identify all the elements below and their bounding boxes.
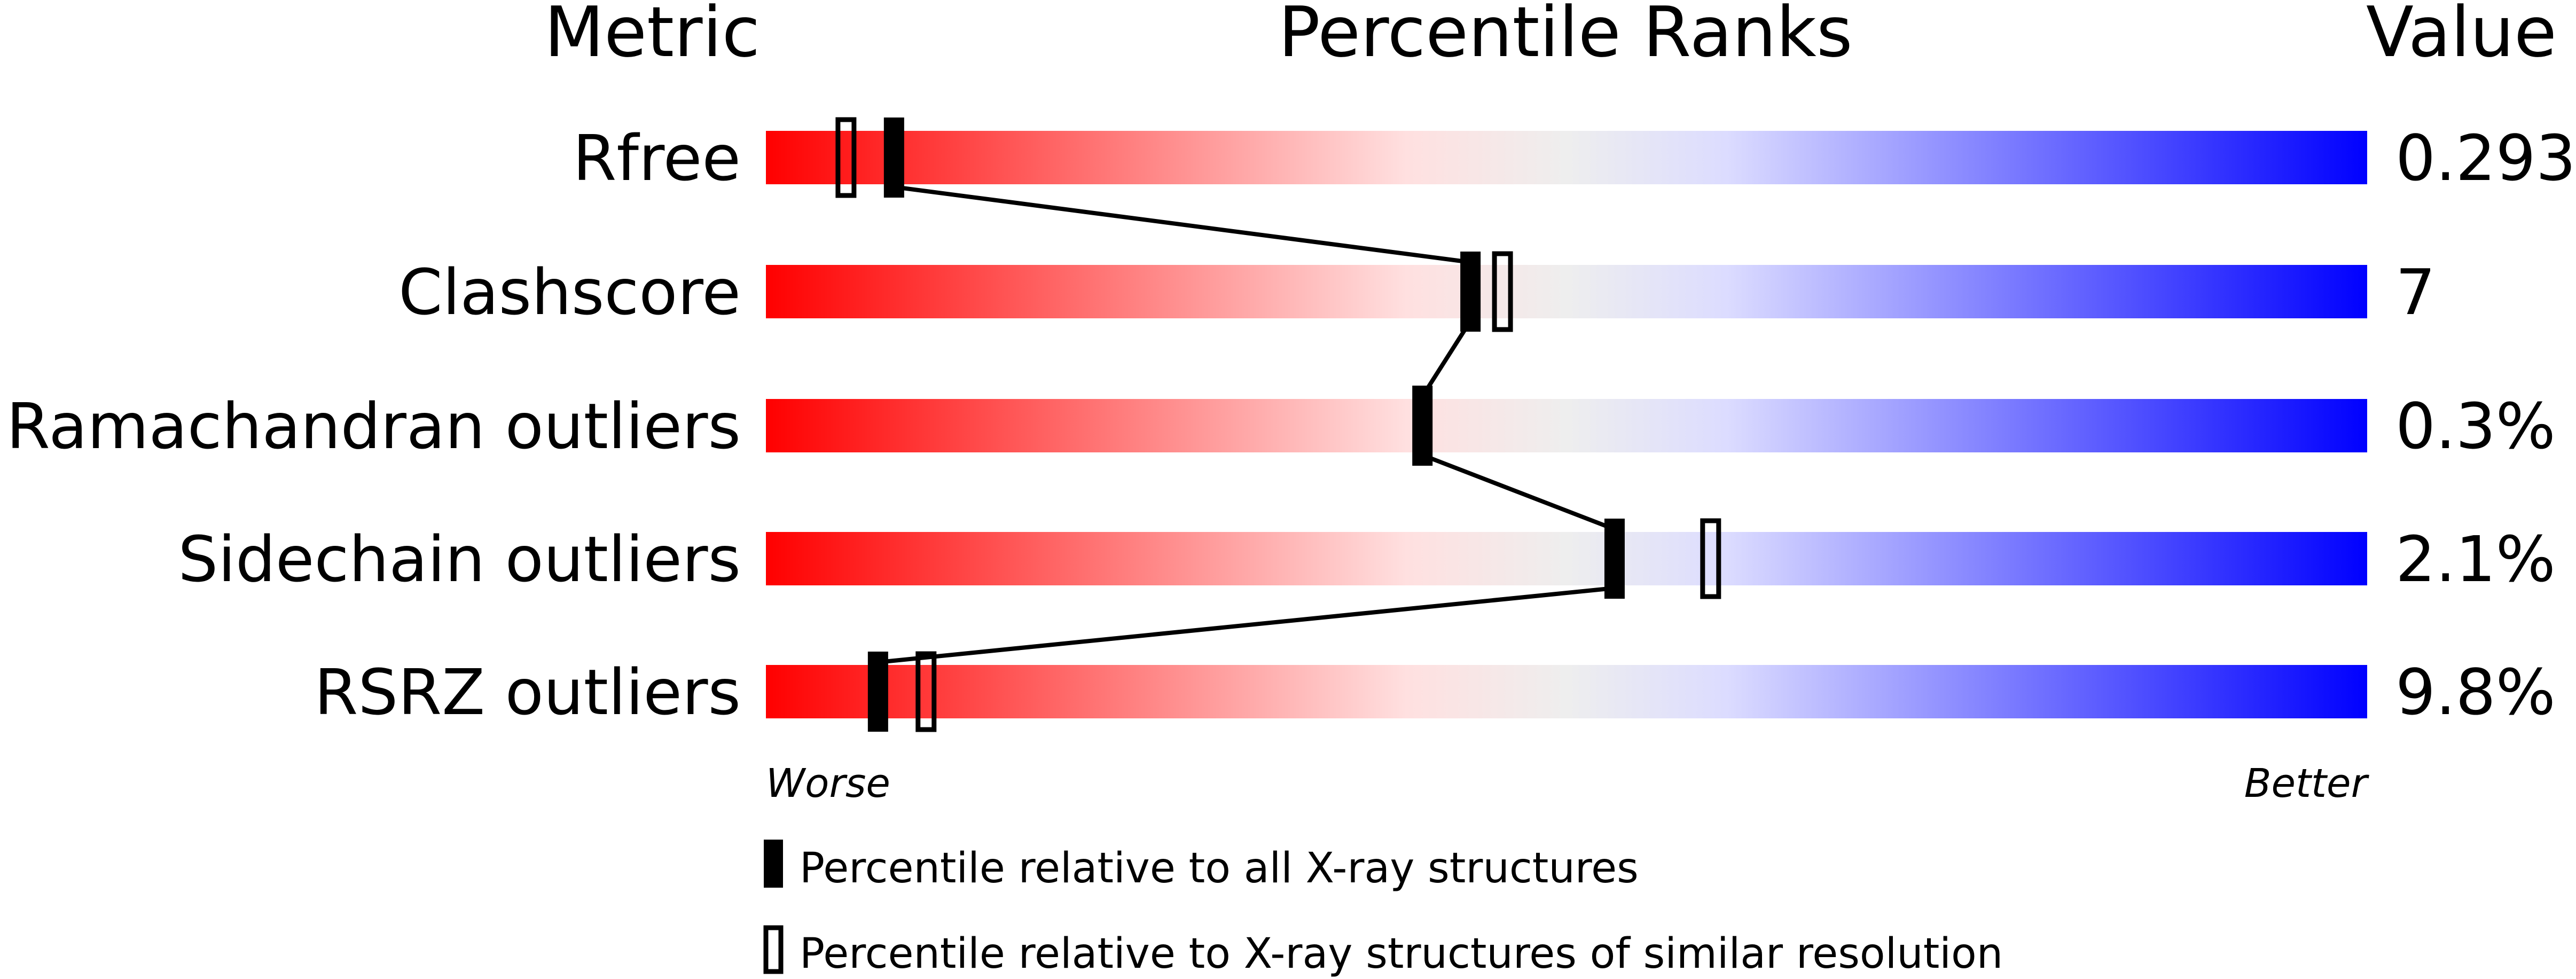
marker-similar-resolution bbox=[835, 117, 857, 198]
legend: Percentile relative to all X-ray structu… bbox=[763, 840, 2003, 978]
metric-value: 9.8% bbox=[2395, 655, 2556, 729]
metric-label: RSRZ outliers bbox=[314, 655, 741, 729]
percentile-bar bbox=[766, 532, 2367, 585]
metric-label: Clashscore bbox=[398, 255, 741, 329]
header-value: Value bbox=[2366, 0, 2557, 73]
legend-filled-marker-icon bbox=[764, 840, 783, 888]
connector-line bbox=[878, 586, 1615, 664]
metric-label: Sidechain outliers bbox=[178, 522, 741, 596]
connector-line bbox=[1421, 453, 1616, 531]
marker-all-structures bbox=[1412, 386, 1433, 466]
axis-label-better: Better bbox=[2244, 761, 2370, 806]
metric-value: 7 bbox=[2395, 255, 2436, 329]
marker-all-structures bbox=[883, 118, 904, 198]
metric-value: 2.1% bbox=[2395, 522, 2556, 596]
percentile-bar bbox=[766, 399, 2367, 452]
header-percentile-ranks: Percentile Ranks bbox=[1278, 0, 1852, 73]
marker-similar-resolution bbox=[915, 651, 937, 732]
percentile-bar bbox=[766, 265, 2367, 318]
legend-label-similar: Percentile relative to X-ray structures … bbox=[800, 930, 2003, 978]
connector-line bbox=[1420, 319, 1473, 398]
metric-label: Rfree bbox=[573, 121, 741, 195]
metric-value: 0.293 bbox=[2395, 121, 2576, 195]
connector-line bbox=[894, 185, 1471, 264]
metric-value: 0.3% bbox=[2395, 389, 2556, 463]
marker-all-structures bbox=[1460, 252, 1481, 332]
marker-all-structures bbox=[867, 652, 888, 732]
axis-label-worse: Worse bbox=[766, 761, 890, 806]
marker-similar-resolution bbox=[1700, 518, 1721, 599]
percentile-bar bbox=[766, 665, 2367, 718]
marker-all-structures bbox=[1604, 519, 1625, 599]
marker-similar-resolution bbox=[1492, 251, 1513, 332]
header-metric: Metric bbox=[544, 0, 760, 73]
legend-open-marker-icon bbox=[763, 925, 784, 974]
percentile-bar bbox=[766, 131, 2367, 184]
legend-label-all: Percentile relative to all X-ray structu… bbox=[800, 844, 1639, 892]
metric-label: Ramachandran outliers bbox=[6, 389, 741, 463]
